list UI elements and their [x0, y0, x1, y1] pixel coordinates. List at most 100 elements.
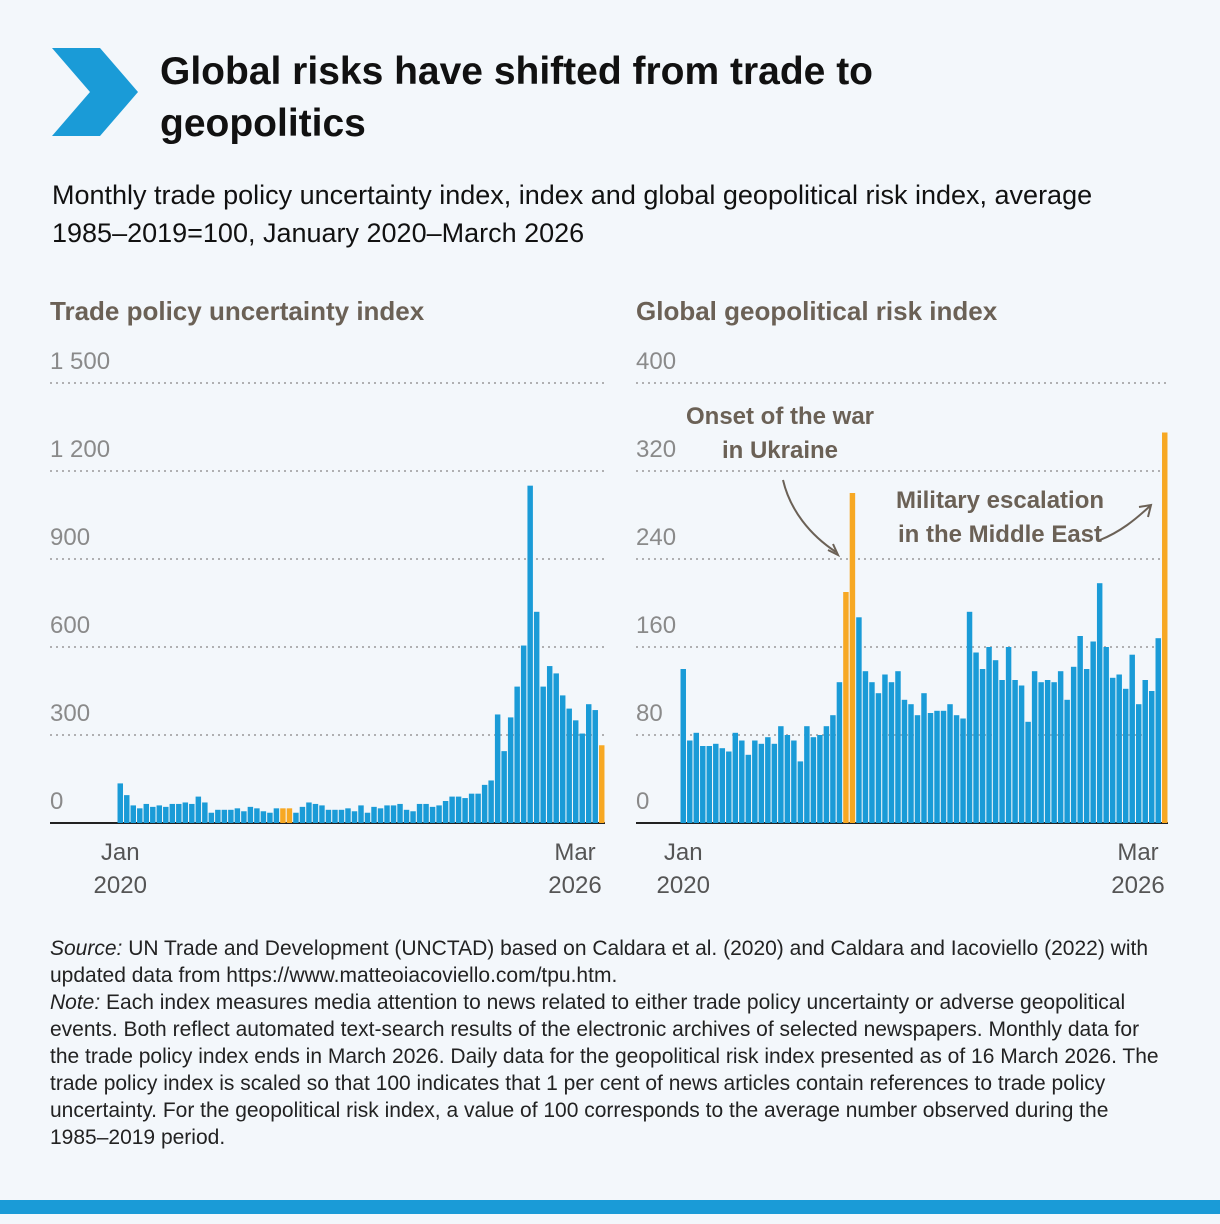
y-tick-label: 160 [636, 612, 677, 639]
bar [1025, 721, 1031, 823]
bar [752, 740, 758, 823]
bar [169, 803, 176, 823]
y-tick-label: 0 [636, 788, 650, 815]
bar [195, 796, 202, 823]
bar [999, 680, 1005, 823]
bar [520, 645, 527, 823]
bar [241, 811, 247, 823]
bar [410, 811, 416, 823]
bar [1012, 680, 1018, 823]
bar [572, 720, 579, 823]
bar [338, 809, 345, 823]
bar [202, 802, 208, 823]
bar [1044, 680, 1051, 823]
bar [189, 803, 195, 823]
bar [934, 710, 940, 823]
bar [966, 611, 973, 823]
bar [494, 714, 501, 823]
bar [1070, 666, 1077, 823]
bar [895, 671, 901, 823]
bar [540, 686, 546, 823]
bar [293, 812, 299, 823]
bar [416, 803, 423, 823]
bar [390, 805, 397, 823]
bar [836, 682, 843, 823]
bar [260, 811, 267, 823]
y-tick-label: 0 [50, 788, 64, 815]
bar [306, 802, 312, 823]
bar [1135, 704, 1142, 823]
bar [1083, 669, 1090, 823]
bar [687, 740, 693, 823]
bar [247, 806, 254, 823]
bar [810, 737, 817, 823]
bar [462, 798, 468, 823]
bar [973, 652, 979, 823]
bar [804, 726, 810, 823]
x-tick-label: Mar 2026 [1111, 839, 1165, 899]
bar [778, 726, 784, 823]
bar [901, 699, 908, 823]
bar [403, 809, 410, 823]
bar [739, 740, 745, 823]
title: Global risks have shifted from trade to … [160, 50, 874, 145]
bar [849, 493, 856, 823]
bar [586, 704, 592, 823]
bar [553, 673, 559, 823]
bar [488, 780, 494, 823]
bar [1018, 685, 1025, 823]
bottom-rule [0, 1200, 1220, 1214]
bar [423, 803, 429, 823]
bar [455, 796, 462, 823]
bar [953, 715, 960, 823]
bar [156, 805, 163, 823]
bar [947, 704, 953, 823]
annotation-arrowhead [1138, 503, 1153, 518]
bar [332, 809, 338, 823]
bar [869, 682, 875, 823]
bar [436, 805, 442, 823]
bar [397, 803, 403, 823]
bar [384, 805, 390, 823]
bar [143, 803, 150, 823]
bar [758, 743, 765, 823]
bar [791, 740, 797, 823]
y-tick-label: 240 [636, 524, 677, 551]
bar [371, 806, 377, 823]
bar [273, 808, 280, 823]
bar [592, 710, 598, 823]
footnote: Source: UN Trade and Development (UNCTAD… [50, 935, 1170, 1151]
bar [358, 805, 364, 823]
bar [784, 735, 791, 823]
bar [693, 732, 699, 823]
bar [1116, 674, 1122, 823]
bar [1122, 688, 1129, 823]
bar [830, 715, 836, 823]
logo-chevron [52, 48, 138, 136]
y-tick-label: 80 [636, 700, 663, 727]
bar [979, 669, 986, 823]
note-text: Each index measures media attention to n… [50, 991, 1159, 1149]
bar [312, 803, 319, 823]
bar [325, 809, 332, 823]
annotation: Military escalation in the Middle East [895, 487, 1105, 548]
y-tick-label: 1 500 [50, 348, 111, 375]
bar [771, 743, 778, 823]
bar [442, 801, 449, 823]
bar [1038, 682, 1044, 823]
bar [719, 748, 726, 823]
bar [501, 751, 507, 823]
bar [228, 809, 234, 823]
subtitle: Monthly trade policy uncertainty index, … [52, 180, 1093, 248]
y-tick-label: 600 [50, 612, 91, 639]
bar [713, 743, 719, 823]
bar [221, 809, 228, 823]
bar [429, 806, 436, 823]
bar [927, 713, 934, 823]
bar [1162, 432, 1168, 823]
bar [345, 808, 351, 823]
bar [286, 808, 293, 823]
bar [914, 715, 921, 823]
source-label: Source: [50, 937, 123, 960]
